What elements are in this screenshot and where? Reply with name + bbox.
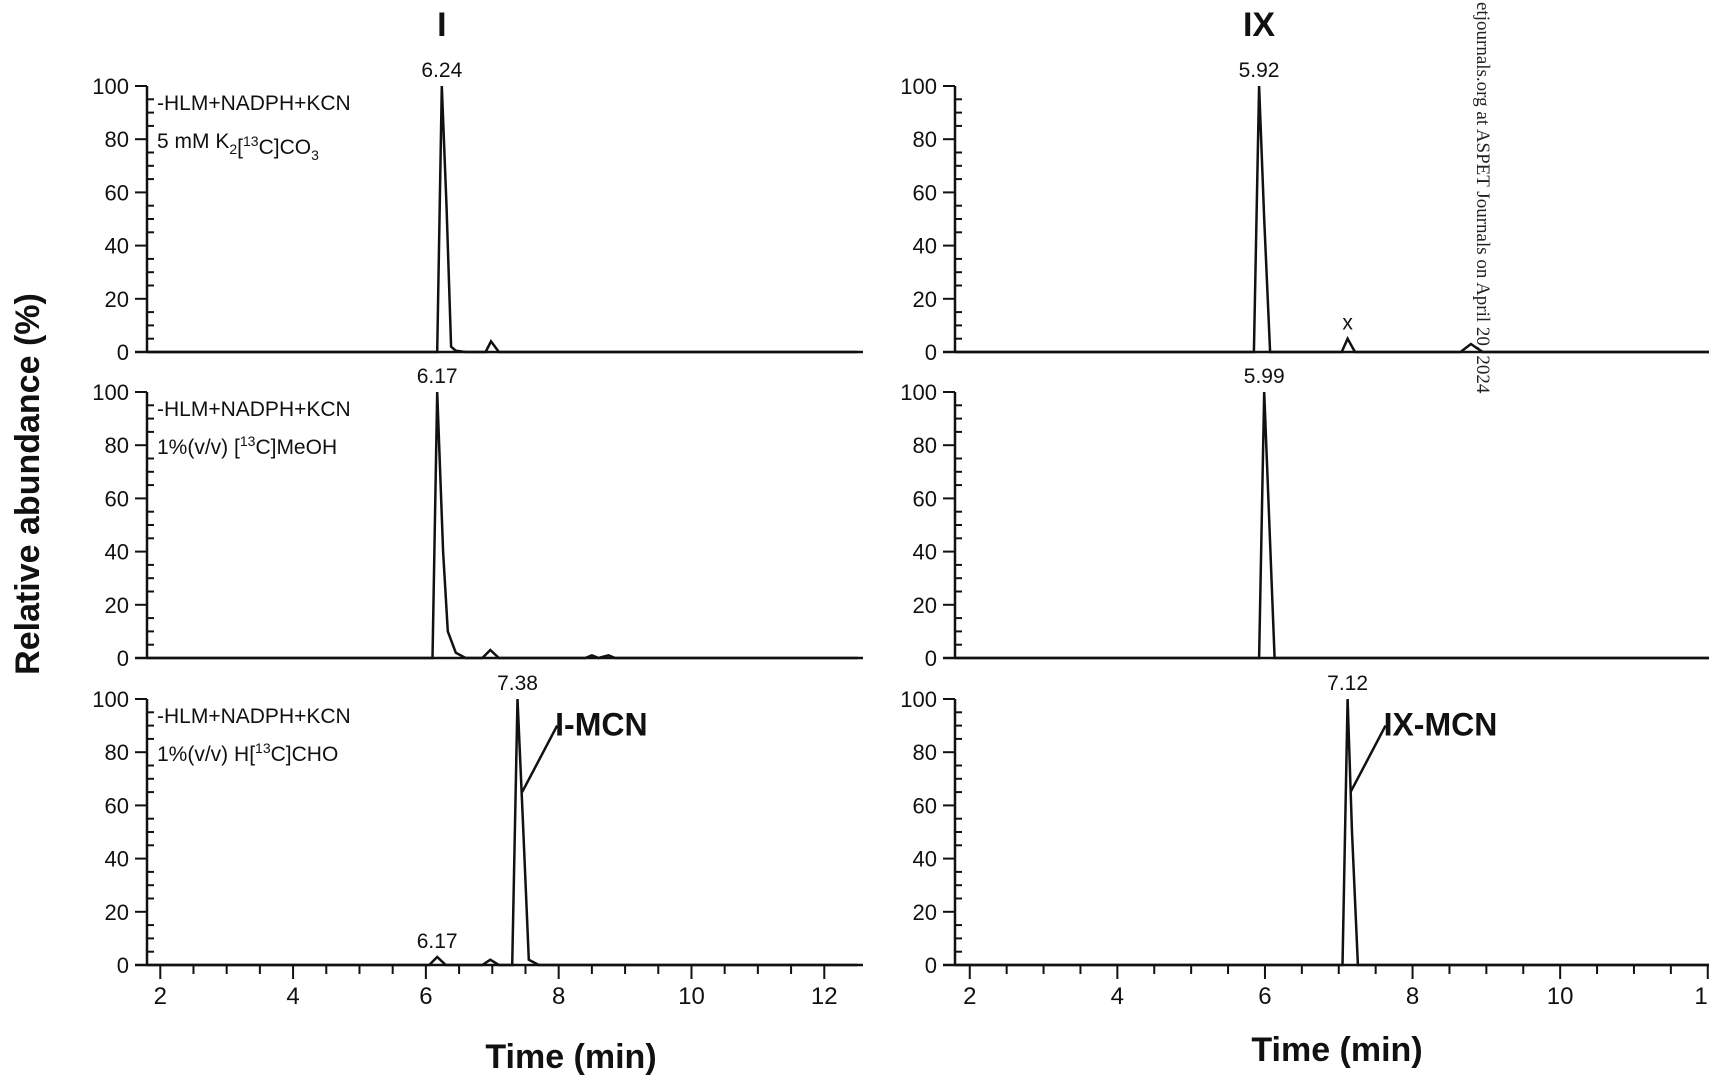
peak-label: 5.92: [1239, 59, 1280, 82]
condition-label: -HLM+NADPH+KCN: [157, 398, 351, 421]
y-tick-label: 60: [913, 793, 937, 818]
callout-label: I-MCN: [555, 707, 647, 743]
x-tick-label: 12: [811, 983, 838, 1010]
condition-label: 1%(v/v) [13C]MeOH: [157, 433, 337, 459]
x-tick-label: 4: [1111, 983, 1124, 1010]
panel-i-row-1: 0 20 40 60 80 100 6.17 -HLM+NADPH+KCN 1%(v/v) [1…: [92, 365, 863, 671]
chromatogram-trace: [147, 391, 858, 660]
x-tick-label: 6: [1258, 983, 1271, 1010]
callout-leader-line: [1349, 725, 1387, 793]
x-tick-label: 2: [963, 983, 976, 1010]
panel-title: IX: [1243, 6, 1275, 44]
x-tick-label: 10: [1547, 983, 1574, 1010]
callout-leader-line: [521, 725, 559, 793]
y-tick-label: 0: [925, 646, 937, 671]
y-tick-label: 0: [117, 340, 129, 365]
y-tick-label: 40: [913, 847, 937, 872]
y-tick-label: 20: [913, 287, 937, 312]
panel-ix-row-0: IX 0 20 40 60 80 100 5.92 x: [900, 6, 1709, 365]
y-tick-label: 20: [105, 900, 129, 925]
y-tick-label: 20: [913, 900, 937, 925]
y-tick-label: 80: [913, 127, 937, 152]
y-tick-label: 60: [105, 180, 129, 205]
y-tick-label: 0: [925, 340, 937, 365]
peak-label: 5.99: [1244, 365, 1285, 388]
y-tick-label: 100: [900, 687, 937, 712]
y-tick-label: 60: [913, 486, 937, 511]
y-tick-label: 40: [105, 234, 129, 259]
y-tick-label: 80: [105, 433, 129, 458]
peak-label: 6.24: [421, 59, 462, 82]
y-tick-label: 40: [913, 540, 937, 565]
callout-label: IX-MCN: [1384, 707, 1498, 743]
x-tick-label: 12: [1694, 983, 1709, 1010]
y-tick-label: 0: [117, 646, 129, 671]
y-tick-label: 40: [105, 847, 129, 872]
panel-i-row-0: I 0 20 40 60 80 100 6.24 -HLM+NADPH+KCN 5 mM K2[1…: [92, 6, 863, 365]
y-tick-label: 100: [92, 74, 129, 99]
condition-label: -HLM+NADPH+KCN: [157, 705, 351, 728]
x-tick-label: 8: [1406, 983, 1419, 1010]
y-tick-label: 60: [913, 180, 937, 205]
panel-i-row-2: 0 20 40 60 80 100 2 4 6 8 10 12 7.38 6.17 -HLM+NADPH+K…: [92, 672, 863, 1010]
y-tick-label: 20: [105, 287, 129, 312]
chromatogram-trace: [147, 698, 858, 967]
panel-ix-row-1: 0 20 40 60 80 100 5.99: [900, 365, 1709, 671]
y-tick-label: 0: [117, 953, 129, 978]
x-tick-label: 10: [678, 983, 705, 1010]
y-tick-label: 100: [92, 380, 129, 405]
y-tick-label: 80: [105, 740, 129, 765]
condition-label: 5 mM K2[13C]CO3: [157, 130, 319, 163]
peak-label: 7.12: [1327, 672, 1368, 695]
panel-title: I: [437, 6, 446, 44]
y-tick-label: 60: [105, 486, 129, 511]
download-watermark: etjournals.org at ASPET Journals on Apri…: [1472, 2, 1493, 394]
x-tick-label: 4: [286, 983, 299, 1010]
peak-label: x: [1342, 312, 1353, 335]
y-tick-label: 80: [913, 740, 937, 765]
chromatogram-trace: [147, 85, 858, 354]
y-tick-label: 100: [92, 687, 129, 712]
y-tick-label: 100: [900, 380, 937, 405]
y-tick-label: 80: [913, 433, 937, 458]
chromatogram-trace: [955, 391, 1709, 660]
y-tick-label: 20: [913, 593, 937, 618]
peak-label: 6.17: [417, 365, 458, 388]
y-tick-label: 0: [925, 953, 937, 978]
y-tick-label: 40: [913, 234, 937, 259]
condition-label: -HLM+NADPH+KCN: [157, 92, 351, 115]
chromatogram-trace: [955, 698, 1709, 967]
y-tick-label: 60: [105, 793, 129, 818]
y-tick-label: 40: [105, 540, 129, 565]
x-axis-title-left: Time (min): [485, 1038, 656, 1076]
y-tick-label: 100: [900, 74, 937, 99]
x-tick-label: 2: [154, 983, 167, 1010]
panel-ix-row-2: 0 20 40 60 80 100 2 4 6 8 10 12 7.12 IX-MCN: [900, 672, 1709, 1010]
x-tick-label: 6: [419, 983, 432, 1010]
peak-label: 6.17: [417, 930, 458, 953]
condition-label: 1%(v/v) H[13C]CHO: [157, 740, 338, 766]
y-tick-label: 20: [105, 593, 129, 618]
x-tick-label: 8: [552, 983, 565, 1010]
chromatogram-trace: [955, 85, 1709, 354]
y-tick-label: 80: [105, 127, 129, 152]
peak-label: 7.38: [497, 672, 538, 695]
y-axis-title: Relative abundance (%): [9, 293, 47, 675]
x-axis-title-right: Time (min): [1251, 1031, 1422, 1069]
